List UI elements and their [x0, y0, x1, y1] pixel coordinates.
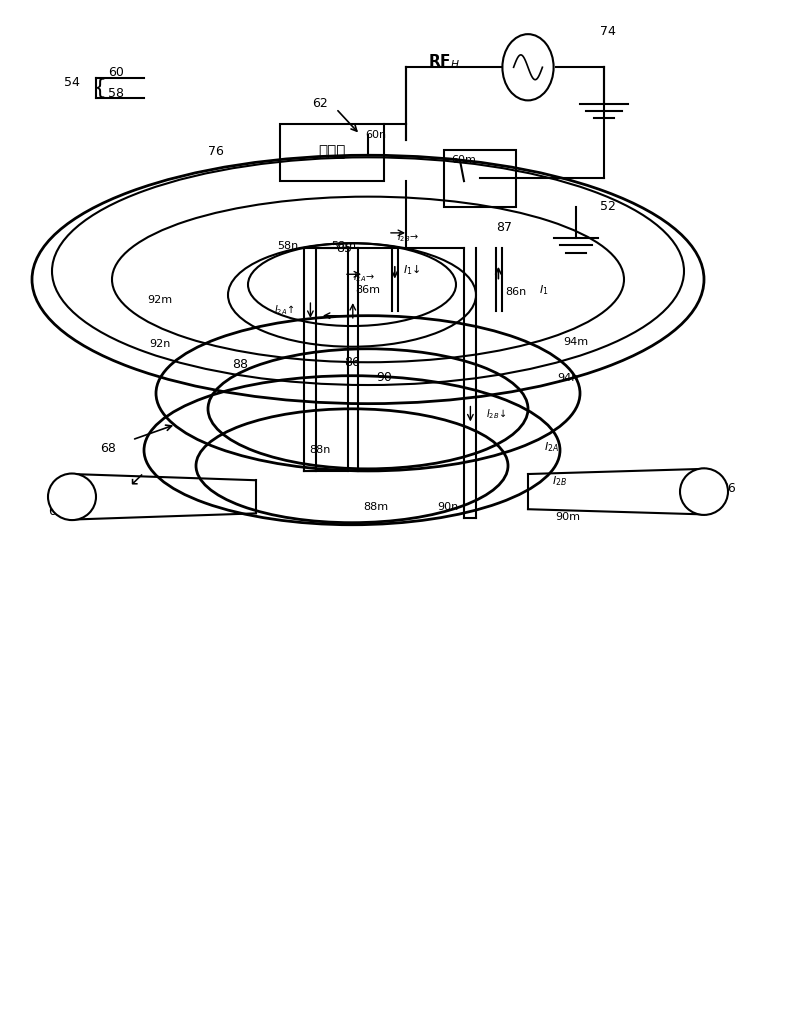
Text: $I_1$↓: $I_1$↓ — [403, 262, 421, 276]
Text: $I_{2B}$↓: $I_{2B}$↓ — [486, 407, 506, 421]
Text: 64: 64 — [48, 505, 64, 518]
Text: $I_1$: $I_1$ — [539, 283, 549, 297]
Text: $I_{2A}$: $I_{2A}$ — [545, 440, 559, 454]
Text: 90n: 90n — [438, 502, 458, 512]
Text: 90m: 90m — [555, 512, 581, 523]
Ellipse shape — [48, 473, 96, 521]
Text: 86m: 86m — [355, 285, 381, 295]
Text: 76: 76 — [208, 145, 224, 157]
Text: 匹配器: 匹配器 — [318, 145, 346, 159]
Text: 86n: 86n — [506, 287, 526, 297]
Text: $I_{2B}$→: $I_{2B}$→ — [397, 230, 419, 244]
Text: 85: 85 — [336, 242, 352, 255]
Text: 90: 90 — [376, 372, 392, 384]
FancyBboxPatch shape — [280, 124, 384, 181]
Text: 58m: 58m — [331, 241, 357, 252]
Text: 88: 88 — [232, 358, 248, 371]
Text: 58n: 58n — [278, 241, 298, 252]
Text: 86: 86 — [344, 356, 360, 368]
Text: 92n: 92n — [150, 338, 170, 349]
Text: $I_{2A}$→: $I_{2A}$→ — [353, 270, 375, 285]
Text: 54: 54 — [64, 77, 80, 89]
Text: 60m: 60m — [451, 155, 477, 166]
Text: RF$_H$: RF$_H$ — [428, 53, 460, 71]
Text: 94n: 94n — [558, 373, 578, 383]
Text: {: { — [92, 78, 106, 98]
Text: 68: 68 — [100, 442, 116, 454]
Text: 88n: 88n — [310, 445, 330, 455]
Text: 74: 74 — [600, 25, 616, 37]
FancyBboxPatch shape — [444, 150, 516, 207]
Ellipse shape — [680, 468, 728, 515]
Text: 94m: 94m — [563, 336, 589, 347]
Text: $I_{2B}$: $I_{2B}$ — [553, 474, 567, 489]
Text: 88m: 88m — [363, 502, 389, 512]
Text: 62: 62 — [312, 97, 328, 110]
Text: 60n: 60n — [366, 129, 386, 140]
Text: 52: 52 — [600, 201, 616, 213]
Text: 92m: 92m — [147, 295, 173, 305]
Text: 60: 60 — [108, 66, 124, 79]
Text: 66: 66 — [720, 482, 736, 495]
Text: ↙: ↙ — [128, 470, 144, 489]
Text: 87: 87 — [496, 221, 512, 234]
Text: 58: 58 — [108, 87, 124, 99]
Text: $I_{2A}$↑: $I_{2A}$↑ — [274, 303, 294, 318]
